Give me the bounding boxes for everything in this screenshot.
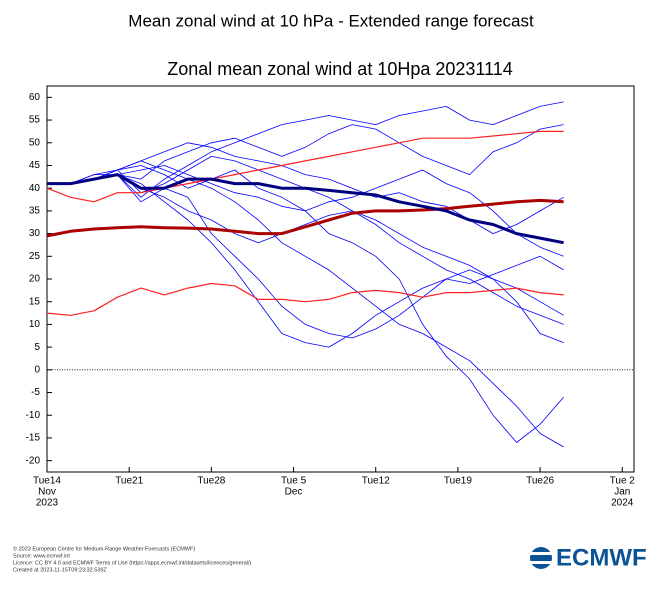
y-tick-label: -20: [26, 455, 41, 466]
y-tick-label: 35: [29, 206, 41, 217]
footer-line: Source: www.ecmwf.int: [13, 553, 70, 559]
footer-line: Licence: CC BY 4.0 and ECMWF Terms of Us…: [13, 560, 251, 566]
x-tick-label: Tue12: [362, 476, 390, 487]
x-tick-label: Tue14: [33, 476, 61, 487]
x-tick-label: Tue 2: [610, 476, 636, 487]
y-tick-label: 45: [29, 160, 41, 171]
series-line: [47, 124, 564, 184]
x-sublabel: Nov: [38, 487, 56, 498]
x-sublabel: Dec: [285, 487, 303, 498]
series-line: [46, 282, 564, 316]
x-sublabel: Jan: [614, 487, 630, 498]
y-tick-label: -5: [31, 387, 40, 398]
series-line: [47, 165, 564, 443]
y-tick-label: 15: [29, 296, 41, 307]
x-sublabel: 2024: [611, 498, 634, 509]
y-tick-label: 5: [34, 342, 40, 353]
y-tick-label: 30: [29, 228, 41, 239]
series-line: [46, 198, 564, 238]
y-tick-label: -15: [26, 433, 41, 444]
footer-line: © 2023 European Centre for Medium-Range …: [13, 545, 195, 552]
y-tick-label: 20: [29, 274, 41, 285]
y-tick-label: -10: [26, 410, 41, 421]
series-line: [47, 174, 564, 343]
y-tick-label: 55: [29, 115, 41, 126]
x-tick-label: Tue26: [526, 476, 554, 487]
series-line: [47, 165, 564, 257]
logo-text: ECMWF: [556, 544, 647, 571]
logo-icon: [527, 547, 555, 569]
footer-line: Created at 2023-11-15T09:23:32.539Z: [13, 567, 107, 573]
y-tick-label: 10: [29, 319, 41, 330]
y-tick-label: 25: [29, 251, 41, 262]
y-tick-label: 60: [29, 92, 41, 103]
y-tick-label: 40: [29, 183, 41, 194]
page-title: Mean zonal wind at 10 hPa - Extended ran…: [128, 11, 534, 30]
x-tick-label: Tue21: [115, 476, 143, 487]
x-tick-label: Tue 5: [281, 476, 307, 487]
chart-title: Zonal mean zonal wind at 10Hpa 20231114: [167, 59, 513, 79]
series-line: [47, 174, 564, 348]
series-line: [47, 101, 564, 198]
x-tick-label: Tue19: [444, 476, 472, 487]
y-tick-label: 50: [29, 137, 41, 148]
series-line: [47, 142, 564, 234]
series-line: [46, 130, 564, 203]
series-line: [47, 173, 564, 245]
x-tick-label: Tue28: [197, 476, 225, 487]
x-sublabel: 2023: [36, 498, 59, 509]
y-tick-label: 0: [34, 364, 40, 375]
